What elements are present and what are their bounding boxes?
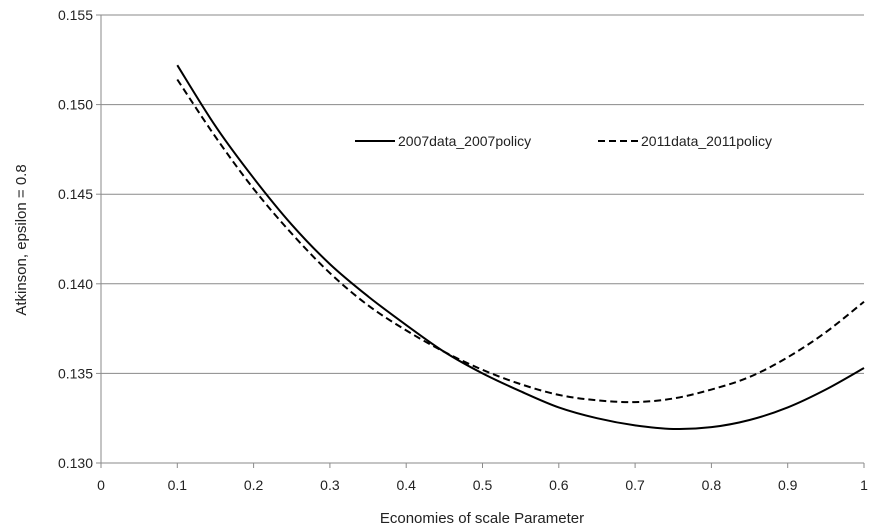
y-tick-label: 0.155 (58, 7, 93, 23)
y-tick-label: 0.130 (58, 455, 93, 471)
x-tick-label: 0.6 (549, 477, 569, 493)
x-tick-label: 0.1 (168, 477, 188, 493)
series-lines (176, 64, 865, 431)
series-line-1 (176, 64, 865, 431)
y-tick-label: 0.150 (58, 97, 93, 113)
x-tick-label: 0.5 (473, 477, 493, 493)
y-tick-label: 0.140 (58, 276, 93, 292)
legend-label-1: 2007data_2007policy (398, 133, 531, 149)
x-tick-label: 0.9 (778, 477, 798, 493)
gridlines (101, 14, 864, 464)
x-axis-title: Economies of scale Parameter (380, 510, 584, 527)
x-tick-label: 0.7 (625, 477, 645, 493)
x-axis-ticks: 0 0.1 0.2 0.3 0.4 0.5 0.6 0.7 0.8 0.9 1 (97, 463, 868, 493)
x-tick-label: 0.4 (396, 477, 416, 493)
x-tick-label: 0.3 (320, 477, 340, 493)
axes (100, 15, 864, 464)
x-tick-label: 0.2 (244, 477, 264, 493)
series-line-2 (176, 78, 865, 404)
y-axis-ticks: 0.130 0.135 0.140 0.145 0.150 0.155 (58, 7, 101, 471)
x-tick-label: 0.8 (702, 477, 722, 493)
y-tick-label: 0.145 (58, 186, 93, 202)
legend-label-2: 2011data_2011policy (641, 133, 772, 149)
y-tick-label: 0.135 (58, 365, 93, 381)
y-axis-title: Atkinson, epsilon = 0.8 (13, 164, 30, 315)
x-tick-label: 1 (860, 477, 868, 493)
legend: 2007data_2007policy 2011data_2011policy (355, 133, 772, 149)
x-tick-label: 0 (97, 477, 105, 493)
